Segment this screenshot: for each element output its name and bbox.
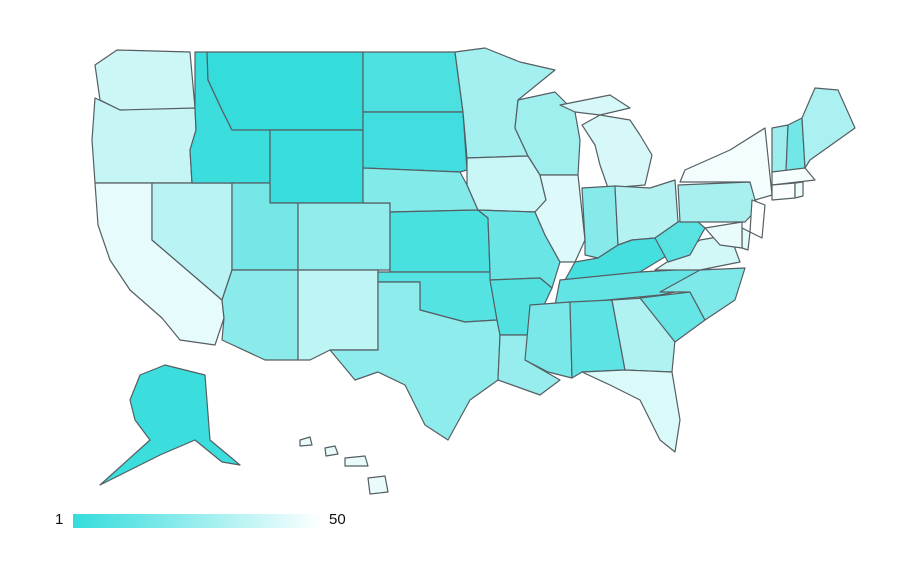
color-legend: 1 50 <box>55 509 355 533</box>
state-mt[interactable] <box>206 51 364 131</box>
state-in[interactable] <box>581 185 619 259</box>
state-vt[interactable] <box>771 124 789 173</box>
state-nd[interactable] <box>362 51 464 113</box>
legend-gradient-bar <box>73 514 323 528</box>
state-ms[interactable] <box>524 301 573 379</box>
state-ma[interactable] <box>771 167 816 186</box>
state-mi[interactable] <box>559 94 653 189</box>
state-ks[interactable] <box>389 209 491 273</box>
state-wy[interactable] <box>269 129 364 204</box>
state-il[interactable] <box>534 174 586 263</box>
state-or[interactable] <box>91 97 197 184</box>
state-ny[interactable] <box>679 127 773 201</box>
state-de[interactable] <box>741 227 751 251</box>
state-ak[interactable] <box>99 364 241 486</box>
legend-min-label: 1 <box>55 511 64 528</box>
state-tx[interactable] <box>329 281 501 441</box>
state-wa[interactable] <box>94 49 196 113</box>
state-md[interactable] <box>704 221 743 249</box>
state-nm[interactable] <box>297 269 379 361</box>
state-hi[interactable] <box>299 436 389 495</box>
state-ri[interactable] <box>794 181 804 199</box>
state-me[interactable] <box>801 87 856 169</box>
state-ct[interactable] <box>771 182 796 201</box>
state-fl[interactable] <box>581 369 681 453</box>
state-pa[interactable] <box>677 181 759 223</box>
state-nj[interactable] <box>749 199 766 239</box>
state-co[interactable] <box>297 202 391 271</box>
state-az[interactable] <box>221 269 299 361</box>
state-sd[interactable] <box>362 111 468 173</box>
legend-max-label: 50 <box>329 511 346 528</box>
state-ga[interactable] <box>611 297 676 373</box>
